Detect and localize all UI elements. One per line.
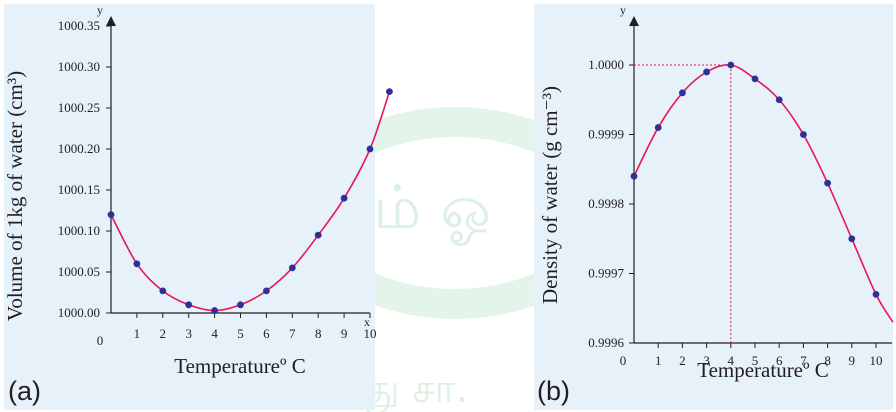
y-tick-label: 0.9997 (588, 266, 624, 281)
svg-text:ம் ஓ: ம் ஓ (373, 173, 491, 246)
y-tick-label: 1000.15 (58, 182, 100, 197)
data-point (727, 61, 735, 69)
y-tick-label: 1000.20 (58, 141, 100, 156)
data-point (133, 260, 141, 268)
data-point (872, 290, 880, 298)
y-axis-letter: y (97, 3, 103, 17)
data-point (314, 231, 322, 239)
y-tick-label: 0.9996 (588, 335, 624, 350)
x-tick-label: 6 (776, 353, 783, 368)
x-tick-label: 8 (315, 326, 322, 341)
data-point (107, 211, 115, 219)
data-point (211, 307, 219, 314)
panel-label: (a) (8, 376, 41, 406)
data-point (679, 89, 686, 97)
data-point (824, 179, 831, 187)
x-tick-label: 9 (341, 326, 348, 341)
x-tick-label: 7 (800, 353, 807, 368)
x-tick-label: 5 (237, 326, 244, 341)
data-point (800, 131, 807, 138)
x-tick-label: 2 (679, 353, 686, 368)
y-tick-label: 1000.25 (58, 100, 100, 115)
data-point (751, 75, 759, 83)
x-tick-label: 4 (211, 326, 218, 341)
data-point (237, 301, 244, 309)
data-point (775, 96, 783, 104)
data-point (630, 172, 638, 180)
data-point (366, 145, 374, 153)
y-tick-label: 0.9998 (588, 196, 624, 211)
y-tick-label: 1000.05 (58, 264, 100, 279)
data-point (703, 68, 710, 76)
y-tick-label: 1000.00 (58, 305, 100, 320)
x-tick-label: 10 (364, 326, 377, 341)
x-tick-label: 1 (134, 326, 141, 341)
x-tick-label: 8 (824, 353, 831, 368)
data-point (263, 287, 270, 295)
y-tick-label: 1000.30 (58, 59, 100, 74)
data-point (185, 301, 193, 309)
y-axis-letter: y (620, 3, 626, 17)
y-axis-title: Volume of 1kg of water (cm³) (3, 71, 27, 321)
y-tick-label: 0.9999 (588, 127, 624, 142)
data-point (288, 264, 296, 272)
x-tick-label: 9 (849, 353, 856, 368)
x-tick-label: 3 (185, 326, 192, 341)
data-point (654, 124, 662, 131)
data-point (159, 287, 167, 295)
y-tick-label: 1.0000 (588, 57, 624, 72)
data-point (848, 235, 856, 243)
x-tick-label: 0 (620, 353, 627, 368)
x-tick-label: 10 (870, 353, 883, 368)
x-axis-title: Temperatureº C (697, 358, 829, 382)
panel-background-a (4, 4, 375, 410)
x-tick-label: 2 (160, 326, 167, 341)
data-point (386, 88, 393, 95)
x-tick-label: 4 (728, 353, 735, 368)
x-axis-title: Temperatureº C (174, 354, 306, 378)
panel-background-b (534, 4, 893, 410)
x-tick-label: 6 (263, 326, 270, 341)
x-tick-label: 5 (752, 353, 759, 368)
x-axis-letter: x (364, 315, 370, 329)
x-tick-label: 1 (655, 353, 662, 368)
x-tick-label: 3 (703, 353, 710, 368)
svg-text:து சா.: து சா. (365, 366, 468, 412)
y-axis-arrow (629, 16, 639, 26)
y-tick-label: 1000.10 (58, 223, 100, 238)
panel-label: (b) (537, 376, 570, 406)
x-tick-label: 7 (289, 326, 296, 341)
y-axis-title: Density of water (g cm⁻³) (538, 86, 562, 304)
x-tick-label: 0 (97, 333, 104, 348)
data-point (340, 194, 348, 202)
y-tick-label: 1000.35 (58, 18, 100, 33)
y-axis-arrow (106, 16, 116, 26)
